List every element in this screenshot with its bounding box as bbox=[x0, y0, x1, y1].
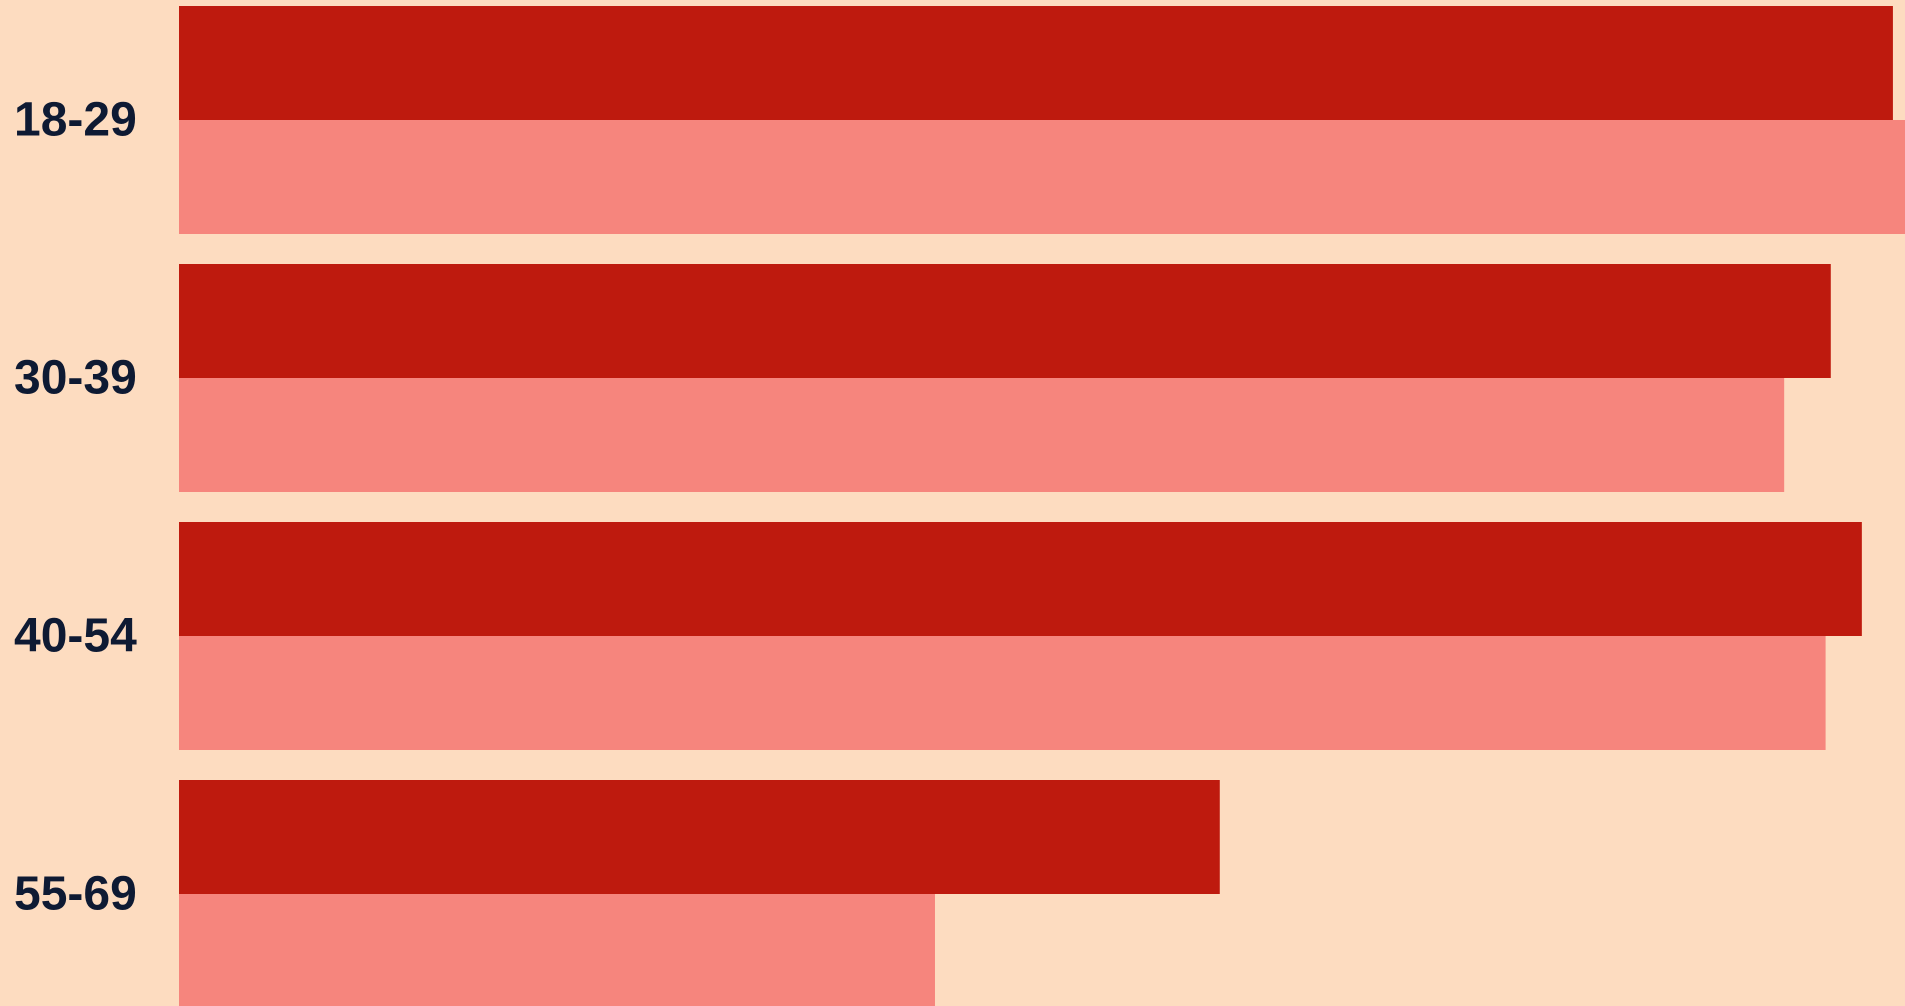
bar-18-29-series-1 bbox=[179, 6, 1893, 120]
bar-40-54-series-1 bbox=[179, 522, 1862, 636]
bar-30-39-series-2 bbox=[179, 378, 1785, 492]
bar-18-29-series-2 bbox=[179, 120, 1905, 234]
bar-55-69-series-1 bbox=[179, 780, 1220, 894]
bar-55-69-series-2 bbox=[179, 894, 935, 1006]
category-label-30-39: 30-39 bbox=[14, 352, 137, 405]
bar-40-54-series-2 bbox=[179, 636, 1826, 750]
bar-30-39-series-1 bbox=[179, 264, 1831, 378]
category-label-18-29: 18-29 bbox=[14, 94, 137, 147]
category-label-55-69: 55-69 bbox=[14, 868, 137, 921]
category-label-40-54: 40-54 bbox=[14, 610, 137, 663]
